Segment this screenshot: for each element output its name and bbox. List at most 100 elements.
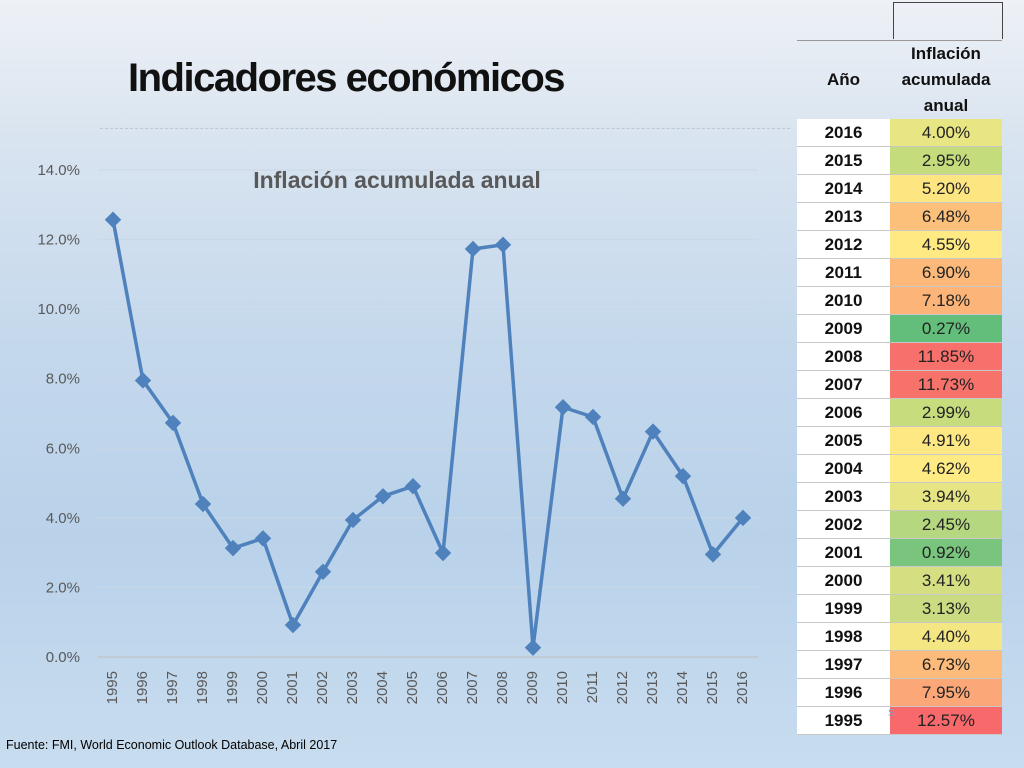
x-tick-label: 1999: [224, 671, 241, 704]
x-tick-label: 2010: [554, 671, 571, 704]
table-cell-year: 2007: [797, 370, 890, 399]
table-row: 2012 4.55%: [797, 230, 1002, 259]
y-tick-label: 8.0%: [46, 371, 80, 388]
y-tick-label: 10.0%: [37, 301, 80, 318]
table-cell-value: 4.00%: [890, 119, 1002, 147]
data-point: [614, 490, 632, 507]
table-cell-year: 2009: [797, 314, 890, 343]
data-point: [734, 509, 752, 527]
data-point: [464, 240, 482, 258]
x-tick-label: 2014: [674, 671, 691, 704]
source-note: Fuente: FMI, World Economic Outlook Data…: [6, 738, 338, 752]
data-point: [194, 495, 212, 513]
x-tick-label: 2013: [644, 671, 661, 704]
table-cell-value: 0.92%: [890, 538, 1002, 567]
table-row: 2009 0.27%: [797, 314, 1002, 343]
x-tick-label: 1997: [164, 671, 181, 704]
data-point: [494, 236, 512, 253]
table-row: 2008 11.85%: [797, 342, 1002, 371]
table-row: 2010 7.18%: [797, 286, 1002, 315]
table-cell-year: 1998: [797, 622, 890, 651]
data-point: [284, 616, 302, 634]
table-row: 2004 4.62%: [797, 454, 1002, 483]
table-cell-value: 2.99%: [890, 398, 1002, 427]
table-row: 2015 2.95%: [797, 146, 1002, 175]
data-point: [164, 414, 182, 432]
table-corner-box: [893, 2, 1003, 39]
y-tick-label: 12.0%: [37, 232, 80, 249]
watermark: S: [888, 708, 895, 719]
table-cell-year: 2008: [797, 342, 890, 371]
table-cell-year: 2004: [797, 454, 890, 483]
data-point: [674, 467, 692, 485]
table-cell-year: 2003: [797, 482, 890, 511]
x-tick-label: 2005: [404, 671, 421, 704]
table-cell-value: 6.73%: [890, 650, 1002, 679]
table-row: 2014 5.20%: [797, 174, 1002, 203]
table-cell-value: 7.18%: [890, 286, 1002, 315]
table-cell-value: 4.91%: [890, 426, 1002, 455]
x-tick-label: 2016: [734, 671, 751, 704]
table-cell-value: 11.73%: [890, 370, 1002, 399]
table-cell-year: 2000: [797, 566, 890, 595]
table-header-year: Año: [797, 40, 890, 119]
table-cell-value: 3.13%: [890, 594, 1002, 623]
table-cell-year: 1999: [797, 594, 890, 623]
table-cell-year: 1996: [797, 678, 890, 707]
table-row: 2000 3.41%: [797, 566, 1002, 595]
data-point: [584, 408, 602, 426]
table-cell-year: 2011: [797, 258, 890, 287]
data-point: [104, 211, 122, 228]
table-cell-value: 4.40%: [890, 622, 1002, 651]
data-point: [344, 511, 362, 529]
table-row: 2007 11.73%: [797, 370, 1002, 399]
x-tick-label: 1996: [134, 671, 151, 704]
table-cell-year: 2012: [797, 230, 890, 259]
x-tick-label: 2003: [344, 671, 361, 704]
table-cell-value: 0.27%: [890, 314, 1002, 343]
table-cell-year: 2006: [797, 398, 890, 427]
table-row: 1995 12.57%: [797, 706, 1002, 735]
x-tick-label: 2008: [494, 671, 511, 704]
table-cell-year: 2010: [797, 286, 890, 315]
chart-title: Inflación acumulada anual: [253, 167, 541, 193]
table-row: 2001 0.92%: [797, 538, 1002, 567]
table-cell-value: 3.41%: [890, 566, 1002, 595]
table-row: 1998 4.40%: [797, 622, 1002, 651]
table-cell-year: 2015: [797, 146, 890, 175]
table-row: 2003 3.94%: [797, 482, 1002, 511]
table-cell-year: 2016: [797, 119, 890, 147]
table-row: 2016 4.00%: [797, 119, 1002, 147]
table-cell-value: 2.45%: [890, 510, 1002, 539]
x-tick-label: 2015: [704, 671, 721, 704]
table-cell-value: 4.55%: [890, 230, 1002, 259]
table-row: 2013 6.48%: [797, 202, 1002, 231]
table-cell-year: 2001: [797, 538, 890, 567]
table-cell-value: 6.90%: [890, 258, 1002, 287]
table-cell-year: 2013: [797, 202, 890, 231]
table-cell-value: 5.20%: [890, 174, 1002, 203]
data-point: [644, 423, 662, 440]
data-point: [404, 477, 422, 495]
table-row: 2006 2.99%: [797, 398, 1002, 427]
inflation-chart: 0.0% 2.0% 4.0% 6.0% 8.0% 10.0% 12.0% 14.0% Infla…: [0, 140, 790, 740]
data-point: [374, 488, 392, 505]
x-tick-label: 2011: [584, 671, 601, 703]
data-point: [704, 546, 722, 563]
table-row: 1996 7.95%: [797, 678, 1002, 707]
series-line: [111, 219, 745, 650]
table-cell-value: 6.48%: [890, 202, 1002, 231]
table-cell-year: 1995: [797, 706, 890, 735]
table-cell-value: 12.57%: [890, 706, 1002, 735]
table-cell-year: 1997: [797, 650, 890, 679]
table-row: 2002 2.45%: [797, 510, 1002, 539]
data-point: [314, 563, 332, 580]
table-row: 2011 6.90%: [797, 258, 1002, 287]
inflation-line-chart: 0.0% 2.0% 4.0% 6.0% 8.0% 10.0% 12.0% 14.0% Infla…: [37, 162, 758, 704]
table-row: 1999 3.13%: [797, 594, 1002, 623]
data-point: [254, 530, 272, 547]
y-tick-label: 6.0%: [46, 440, 80, 457]
x-tick-label: 2000: [254, 671, 271, 704]
x-tick-label: 2009: [524, 671, 541, 704]
table-cell-value: 4.62%: [890, 454, 1002, 483]
